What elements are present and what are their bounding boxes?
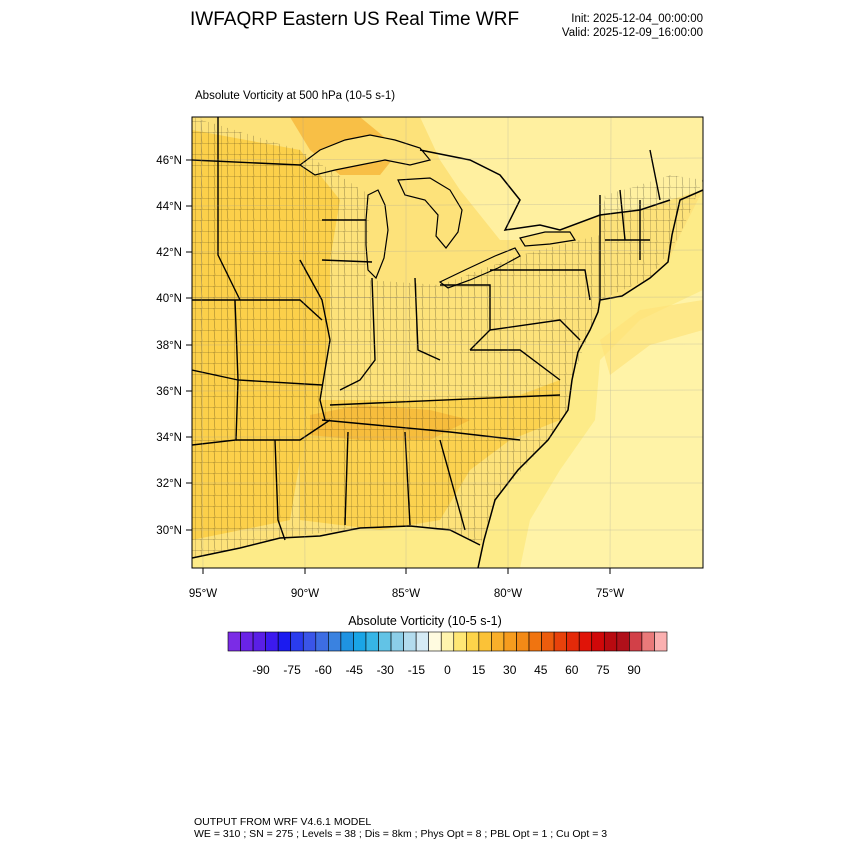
lat-label-36: 36°N [156, 386, 182, 398]
colorbar [227, 631, 668, 652]
colorbar-box [328, 631, 342, 652]
colorbar-tick-label: -15 [408, 663, 426, 677]
footer-model-line: OUTPUT FROM WRF V4.6.1 MODEL [194, 816, 372, 828]
lon-label-75: 75°W [596, 588, 624, 600]
colorbar-box [340, 631, 354, 652]
lat-label-34: 34°N [156, 432, 182, 444]
colorbar-box [491, 631, 505, 652]
plot-title: IWFAQRP Eastern US Real Time WRF [190, 9, 520, 30]
longitude-axis: 95°W 90°W 85°W 80°W 75°W [189, 568, 624, 600]
field-title: Absolute Vorticity at 500 hPa (10-5 s-1) [195, 90, 396, 102]
colorbar-box [290, 631, 304, 652]
colorbar-title: Absolute Vorticity (10-5 s-1) [348, 614, 502, 628]
colorbar-box [378, 631, 392, 652]
ocean-pale-band [520, 290, 703, 568]
graticule [192, 117, 703, 568]
colorbar-box [302, 631, 317, 652]
colorbar-box [428, 631, 442, 652]
valid-time: Valid: 2025-12-09_16:00:00 [561, 27, 703, 39]
colorbar-box [315, 631, 329, 652]
colorbar-box [390, 631, 404, 652]
lat-label-46: 46°N [156, 155, 182, 167]
colorbar-box [440, 631, 455, 652]
colorbar-box [616, 631, 630, 652]
colorbar-box [541, 631, 555, 652]
colorbar-tick-label: 45 [534, 663, 548, 677]
map-frame [191, 116, 704, 569]
colorbar-box [629, 631, 643, 652]
colorbar-box [591, 631, 605, 652]
colorbar-box [478, 631, 492, 652]
ocean-light-streak [600, 300, 703, 375]
colorbar-tick-label: 0 [444, 663, 451, 677]
colorbar-box [516, 631, 530, 652]
lake-ontario [519, 231, 576, 247]
latitude-axis: 46°N 44°N 42°N 40°N 38°N 36°N 34°N 32°N … [156, 155, 192, 537]
gulf-of-mexico [192, 526, 480, 568]
colorbar-box [654, 631, 668, 652]
lat-label-40: 40°N [156, 293, 182, 305]
colorbar-box [466, 631, 480, 652]
colorbar-tick-label: 30 [503, 663, 517, 677]
colorbar-box [528, 631, 542, 652]
colorbar-box [578, 631, 593, 652]
colorbar-tick-label: -30 [377, 663, 395, 677]
lat-label-38: 38°N [156, 340, 182, 352]
lake-huron [397, 177, 463, 249]
county-boundaries [192, 117, 703, 558]
colorbar-box [240, 631, 254, 652]
colorbar-tick-labels: -90 -75 -60 -45 -30 -15 0 15 30 45 60 75 90 [252, 663, 641, 677]
colorbar-box [353, 631, 367, 652]
lat-label-42: 42°N [156, 247, 182, 259]
colorbar-box [365, 631, 379, 652]
lon-label-85: 85°W [392, 588, 420, 600]
colorbar-box [415, 631, 429, 652]
colorbar-tick-label: 60 [565, 663, 579, 677]
colorbar-box [503, 631, 517, 652]
lon-label-90: 90°W [291, 588, 319, 600]
lon-label-95: 95°W [189, 588, 217, 600]
colorbar-box [453, 631, 467, 652]
lat-label-44: 44°N [156, 201, 182, 213]
colorbar-box [553, 631, 567, 652]
coastlines [192, 149, 703, 568]
colorbar-tick-label: 75 [596, 663, 610, 677]
colorbar-box [227, 631, 241, 652]
colorbar-tick-label: -60 [315, 663, 333, 677]
state-boundaries [192, 117, 661, 541]
colorbar-tick-label: -45 [346, 663, 364, 677]
colorbar-box [566, 631, 580, 652]
lake-superior [298, 134, 432, 176]
colorbar-box [641, 631, 655, 652]
lon-label-80: 80°W [494, 588, 522, 600]
init-time: Init: 2025-12-04_00:00:00 [571, 13, 703, 25]
lat-label-30: 30°N [156, 525, 182, 537]
colorbar-box [603, 631, 618, 652]
colorbar-box [252, 631, 266, 652]
colorbar-tick-label: 90 [627, 663, 641, 677]
colorbar-tick-label: 15 [472, 663, 486, 677]
colorbar-tick-label: -90 [252, 663, 270, 677]
colorbar-box [265, 631, 279, 652]
lat-label-32: 32°N [156, 478, 182, 490]
colorbar-box [403, 631, 417, 652]
colorbar-tick-label: -75 [283, 663, 301, 677]
footer-config-line: WE = 310 ; SN = 275 ; Levels = 38 ; Dis … [194, 828, 608, 840]
colorbar-box [277, 631, 292, 652]
map-area [192, 117, 703, 568]
